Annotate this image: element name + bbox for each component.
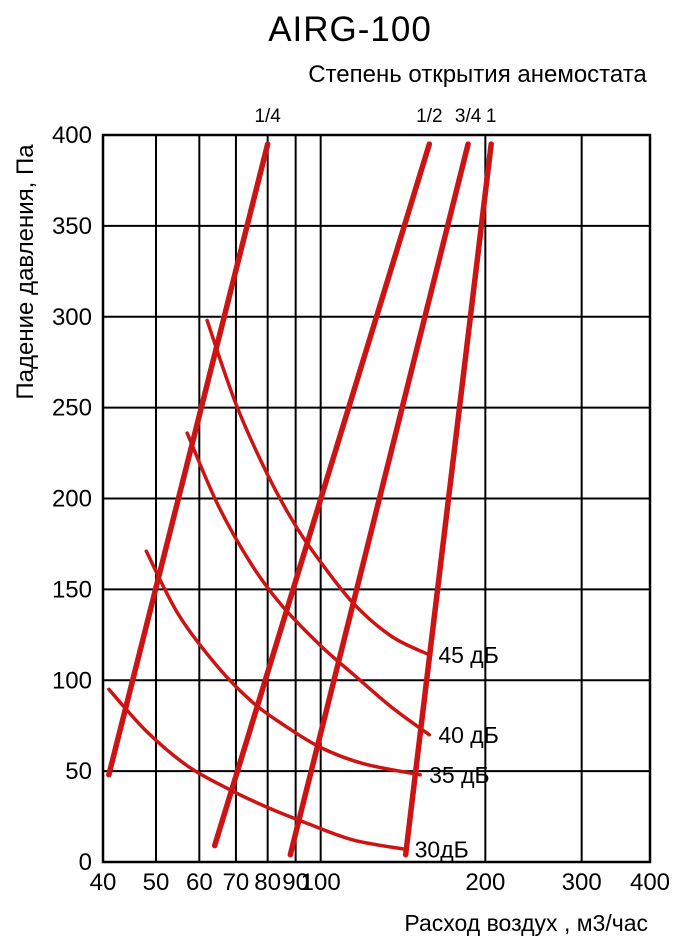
opening-degree-label: 3/4 xyxy=(455,106,482,127)
noise-curve-label: 30дБ xyxy=(415,836,469,862)
opening-degree-label: 1/2 xyxy=(416,106,442,127)
noise-curve-label: 45 дБ xyxy=(438,642,499,668)
noise-curve xyxy=(144,549,422,777)
noise-curve xyxy=(185,431,432,737)
x-tick-label: 50 xyxy=(143,869,170,896)
opening-degree-line xyxy=(287,141,471,858)
x-tick-label: 70 xyxy=(223,869,250,896)
y-tick-label: 50 xyxy=(65,758,92,785)
x-tick-label: 80 xyxy=(254,869,281,896)
y-tick-label: 0 xyxy=(79,849,92,876)
y-tick-label: 200 xyxy=(52,486,92,513)
opening-degree-label: 1/4 xyxy=(254,106,281,127)
noise-curve-label: 40 дБ xyxy=(438,722,499,748)
x-tick-label: 400 xyxy=(630,869,670,896)
y-tick-label: 150 xyxy=(52,576,92,603)
x-axis-label: Расход воздух , м3/час xyxy=(404,910,648,936)
y-tick-label: 100 xyxy=(52,667,92,694)
x-tick-label: 40 xyxy=(90,869,117,896)
x-tick-label: 300 xyxy=(562,869,602,896)
noise-curve xyxy=(107,687,408,852)
opening-degree-label: 1 xyxy=(486,106,497,127)
y-tick-label: 400 xyxy=(52,122,92,149)
y-tick-label: 350 xyxy=(52,213,92,240)
y-tick-label: 300 xyxy=(52,304,92,331)
chart-title: AIRG-100 xyxy=(268,10,432,49)
top-axis-title: Степень открытия анемостата xyxy=(308,61,647,88)
noise-curve xyxy=(205,318,432,657)
opening-degree-line xyxy=(211,141,433,849)
y-tick-label: 250 xyxy=(52,395,92,422)
x-tick-label: 60 xyxy=(186,869,213,896)
noise-curve-label: 35 дБ xyxy=(429,762,490,788)
opening-degree-line xyxy=(402,141,494,858)
plot-frame xyxy=(101,133,652,864)
x-tick-label: 200 xyxy=(465,869,505,896)
x-tick-label: 100 xyxy=(301,869,341,896)
x-tick-label: 90 xyxy=(282,869,309,896)
opening-degree-line xyxy=(106,141,271,778)
